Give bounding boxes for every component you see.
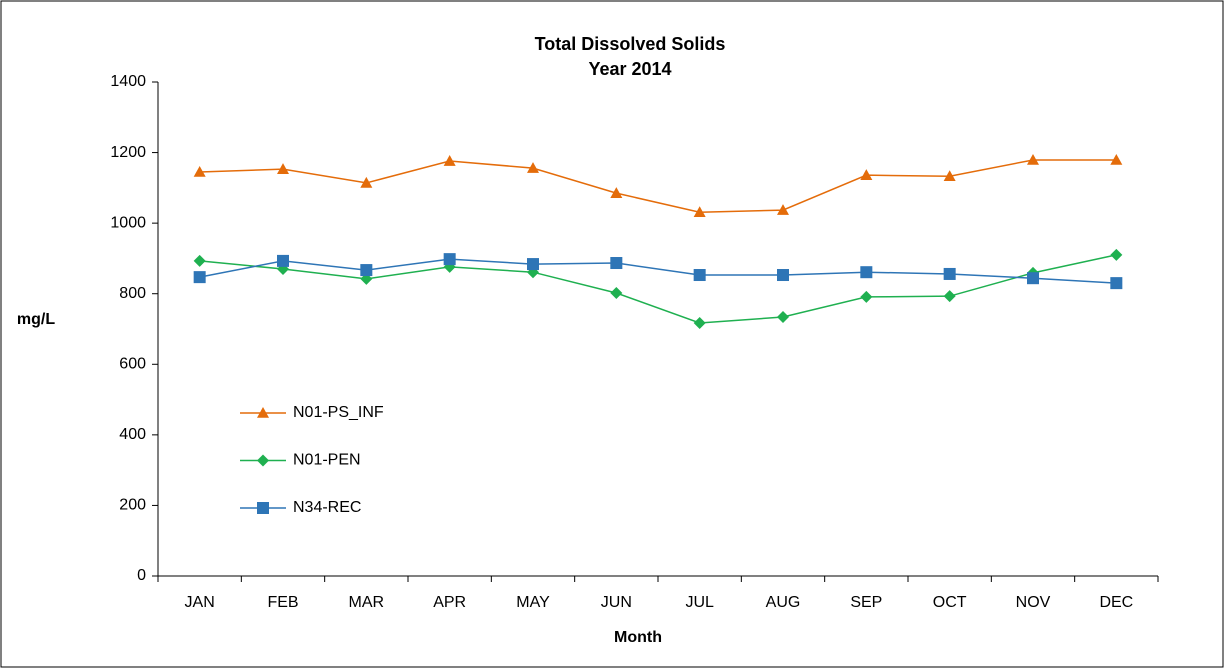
- marker: [277, 254, 289, 267]
- legend-marker: [257, 407, 269, 418]
- x-tick-label: FEB: [267, 594, 298, 611]
- y-tick-label: 400: [119, 426, 146, 443]
- marker: [777, 269, 789, 282]
- marker: [1110, 248, 1123, 261]
- marker: [943, 290, 956, 303]
- x-tick-label: APR: [433, 594, 466, 611]
- x-tick-label: NOV: [1016, 594, 1051, 611]
- marker: [943, 170, 956, 182]
- marker: [443, 155, 456, 166]
- y-tick-label: 200: [119, 497, 146, 514]
- x-tick-label: JUN: [601, 594, 632, 611]
- y-axis-label: mg/L: [17, 311, 55, 328]
- y-tick-label: 800: [119, 285, 146, 302]
- marker: [693, 317, 706, 330]
- y-tick-label: 1000: [110, 214, 146, 231]
- marker: [693, 206, 706, 218]
- series-line: [199, 159, 1117, 213]
- marker: [527, 258, 539, 271]
- marker: [860, 266, 873, 279]
- y-tick-label: 1400: [110, 73, 146, 90]
- marker: [693, 269, 706, 282]
- y-tick-label: 1200: [110, 144, 146, 161]
- marker: [860, 169, 873, 180]
- x-tick-label: MAR: [349, 594, 385, 611]
- x-tick-label: JUL: [685, 594, 714, 611]
- marker: [610, 187, 623, 198]
- y-tick-label: 0: [137, 567, 146, 584]
- x-axis-label: Month: [614, 629, 662, 646]
- marker: [1110, 277, 1123, 290]
- marker: [943, 267, 956, 280]
- marker: [193, 271, 206, 284]
- series-line: [199, 254, 1117, 324]
- chart-title: Total Dissolved Solids: [535, 34, 726, 54]
- marker: [1110, 153, 1123, 165]
- legend-marker: [257, 454, 269, 467]
- chart-subtitle: Year 2014: [588, 59, 671, 79]
- x-tick-label: DEC: [1099, 594, 1133, 611]
- marker: [193, 165, 206, 177]
- x-tick-label: JAN: [185, 594, 215, 611]
- marker: [527, 162, 539, 173]
- marker: [1027, 272, 1039, 285]
- marker: [777, 204, 789, 215]
- marker: [443, 253, 456, 266]
- legend-marker: [257, 502, 269, 514]
- x-tick-label: SEP: [850, 594, 882, 611]
- marker: [1027, 153, 1039, 165]
- legend-label: N34-REC: [293, 499, 361, 516]
- series-line: [199, 258, 1117, 284]
- marker: [610, 257, 623, 270]
- marker: [193, 254, 206, 267]
- marker: [610, 287, 623, 300]
- marker: [360, 176, 373, 188]
- marker: [360, 264, 373, 277]
- legend-label: N01-PS_INF: [293, 404, 384, 421]
- legend-label: N01-PEN: [293, 452, 361, 469]
- x-tick-label: MAY: [516, 594, 550, 611]
- x-tick-label: AUG: [766, 594, 801, 611]
- marker: [860, 290, 873, 303]
- y-tick-label: 600: [119, 356, 146, 373]
- x-tick-label: OCT: [933, 594, 967, 611]
- marker: [777, 311, 789, 324]
- marker: [277, 163, 289, 174]
